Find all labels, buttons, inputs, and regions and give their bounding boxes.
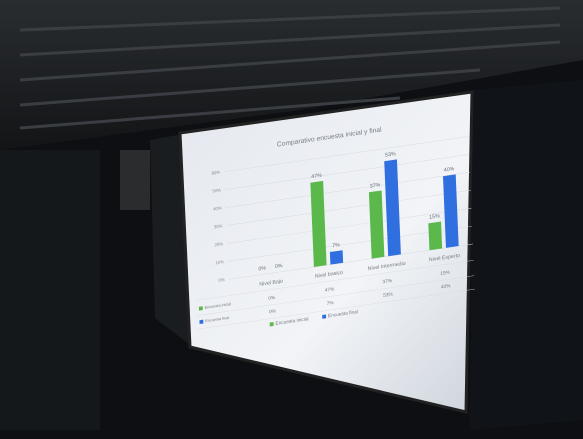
legend-swatch: [198, 306, 203, 311]
legend-swatch: [199, 319, 204, 325]
table-cell: 47%: [325, 286, 336, 293]
bar: [428, 221, 443, 251]
window: [470, 80, 583, 430]
legend-label: Encuesta final: [328, 309, 358, 319]
frame: [120, 150, 150, 210]
data-label: 7%: [332, 242, 340, 249]
y-tick-label: 40%: [213, 205, 222, 211]
table-cell: 0%: [268, 295, 276, 302]
table-rule: [196, 260, 474, 301]
legend-swatch: [322, 314, 327, 319]
bar: [310, 180, 327, 267]
table-cell: 53%: [383, 291, 394, 298]
grid-line: [224, 154, 470, 190]
data-label: 37%: [370, 182, 381, 190]
bar: [442, 174, 459, 248]
table-cell: 40%: [441, 283, 452, 290]
table-cell: 37%: [382, 278, 393, 285]
table-rule: [197, 288, 475, 330]
table-rule: [197, 275, 475, 316]
table-row-header: Encuesta final: [205, 316, 229, 323]
y-tick-label: 50%: [212, 187, 221, 193]
ceiling-slats: [19, 6, 561, 130]
legend-label: Encuesta inicial: [275, 316, 308, 327]
screen-side: [150, 134, 190, 345]
x-tick-label: Nivel basico: [315, 270, 344, 280]
grid-line: [226, 189, 471, 226]
y-tick-label: 0%: [218, 277, 225, 283]
data-label: 47%: [311, 173, 322, 181]
wall: [0, 150, 100, 430]
table-cell: 15%: [440, 270, 451, 277]
grid-line: [223, 136, 469, 173]
legend-swatch: [269, 322, 274, 327]
y-tick-label: 20%: [214, 241, 223, 247]
table-row-header: Encuesta inicial: [205, 302, 232, 310]
data-label: 15%: [429, 213, 440, 221]
ceiling: [0, 0, 583, 150]
data-label: 40%: [444, 166, 455, 174]
x-tick-label: Nivel Bajo: [259, 278, 283, 287]
y-tick-label: 10%: [215, 259, 224, 265]
x-tick-label: Nivel Experto: [429, 253, 460, 263]
data-label: 0%: [275, 263, 283, 270]
bar: [329, 250, 344, 265]
y-tick-label: 60%: [211, 169, 220, 175]
table-cell: 7%: [327, 300, 335, 307]
x-tick-label: Nivel Intermedio: [368, 261, 406, 272]
grid-line: [226, 207, 472, 244]
bar: [368, 190, 385, 259]
y-tick-label: 30%: [214, 223, 223, 229]
chart: Comparativo encuesta inicial y final 0%1…: [196, 126, 475, 330]
bar: [384, 159, 401, 257]
grid-line: [225, 172, 470, 208]
data-label: 53%: [385, 151, 396, 159]
data-label: 0%: [258, 265, 266, 272]
table-cell: 0%: [269, 308, 277, 315]
